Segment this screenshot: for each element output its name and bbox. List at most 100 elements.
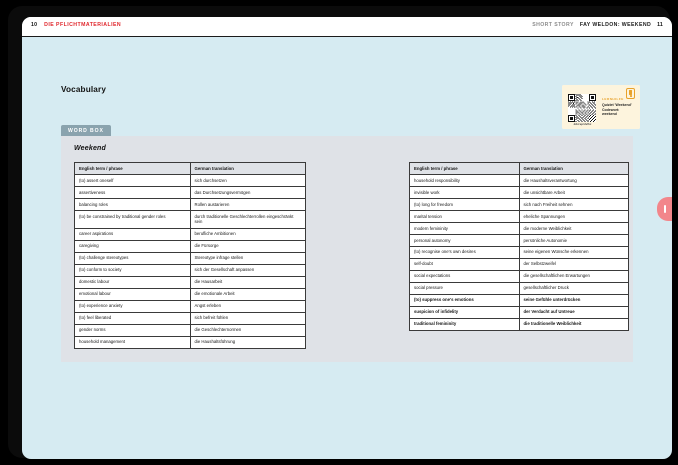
word-box-badge: WORD BOX [61, 125, 111, 138]
chapter-title-right: FAY WELDON: WEEKEND [579, 22, 652, 28]
cell-english-term: household responsibility [409, 173, 520, 187]
table-row: (to) experience anxiety Angst erleben [74, 299, 306, 313]
vocabulary-table-right: English term / phrase German translation… [409, 162, 629, 331]
page-frame: 10 DIE PFLICHTMATERIALIEN SHORT STORY FA… [8, 6, 672, 459]
cell-german-translation: die Hausarbeit [189, 275, 306, 289]
table-header-row: English term / phrase German translation [74, 162, 306, 175]
table-row: household management die Haushaltsführung [74, 335, 306, 349]
lernhilfe-label: LERNHILFE [602, 97, 624, 101]
cell-german-translation: die gesellschaftlichen Erwartungen [518, 269, 629, 283]
mobile-phone-icon [626, 87, 635, 99]
cell-english-term: self-doubt [409, 257, 520, 271]
table-row: assertiveness das Durchsetzungsvermögen [74, 185, 306, 199]
table-row: traditional femininity die traditionelle … [409, 317, 629, 331]
running-header-right: SHORT STORY FAY WELDON: WEEKEND 11 [532, 22, 663, 28]
cell-german-translation: persönliche Autonomie [518, 233, 629, 247]
cell-german-translation: die Geschlechternormen [189, 323, 306, 337]
cell-english-term: (to) conform to society [74, 263, 191, 277]
cell-english-term: (to) experience anxiety [74, 299, 191, 313]
table-row: household responsibility die Haushaltsver… [409, 173, 629, 187]
lernhilfe-line3: weekend [602, 112, 617, 117]
side-tab-grip-icon [664, 205, 666, 213]
table-row: (to) conform to society sich der Gesellsc… [74, 263, 306, 277]
folio-right: 11 [657, 22, 663, 28]
cell-english-term: household management [74, 335, 191, 349]
column-header-english: English term / phrase [74, 162, 191, 175]
table-row: career aspirations berufliche Ambitionen [74, 227, 306, 241]
table-row: social expectations die gesellschaftliche… [409, 269, 629, 283]
table-row: modern femininity die moderne Weiblichkei… [409, 221, 629, 235]
vocabulary-rows-right: household responsibility die Haushaltsver… [409, 173, 629, 331]
cell-german-translation: das Durchsetzungsvermögen [189, 185, 306, 199]
cell-german-translation: die emotionale Arbeit [189, 287, 306, 301]
qr-caption: ddvrep/dvfkz [573, 123, 592, 126]
cell-german-translation: die Haushaltsführung [189, 335, 306, 349]
cell-german-translation: durch traditionelle Geschlechterrollen e… [189, 209, 306, 229]
table-row: caregiving die Fürsorge [74, 239, 306, 253]
cell-english-term: (to) feel liberated [74, 311, 191, 325]
cell-english-term: social expectations [409, 269, 520, 283]
cell-german-translation: sich nach Freiheit sehnen [518, 197, 629, 211]
cell-german-translation: gesellschaftlicher Druck [518, 281, 629, 295]
cell-english-term: marital tension [409, 209, 520, 223]
cell-german-translation: die unsichtbare Arbeit [518, 185, 629, 199]
section-kicker: SHORT STORY [532, 22, 574, 28]
table-row: social pressure gesellschaftlicher Druck [409, 281, 629, 295]
table-header-row: English term / phrase German translation [409, 162, 629, 175]
lernhilfe-line1: Quizlet 'Weekend' [602, 102, 632, 107]
cell-english-term: (to) assert oneself [74, 173, 191, 187]
cell-english-term: career aspirations [74, 227, 191, 241]
table-row: (to) suppress one's emotions seine Gefühl… [409, 293, 629, 307]
cell-german-translation: sich durchsetzen [189, 173, 306, 187]
cell-german-translation: eheliche Spannungen [518, 209, 629, 223]
cell-english-term: traditional femininity [409, 317, 520, 331]
table-row: domestic labour die Hausarbeit [74, 275, 306, 289]
vocabulary-table-left: English term / phrase German translation… [74, 162, 306, 349]
table-row: (to) assert oneself sich durchsetzen [74, 173, 306, 187]
cell-german-translation: berufliche Ambitionen [189, 227, 306, 241]
cell-english-term: (to) be constrained by traditional gende… [74, 209, 191, 229]
cell-english-term: emotional labour [74, 287, 191, 301]
cell-english-term: invisible work [409, 185, 520, 199]
textbook-page: 10 DIE PFLICHTMATERIALIEN SHORT STORY FA… [22, 17, 672, 459]
table-row: invisible work die unsichtbare Arbeit [409, 185, 629, 199]
cell-english-term: modern femininity [409, 221, 520, 235]
word-box-heading: Weekend [74, 145, 107, 152]
cell-english-term: (to) long for freedom [409, 197, 520, 211]
cell-english-term: caregiving [74, 239, 191, 253]
cell-english-term: suspicion of infidelity [409, 305, 520, 319]
vocabulary-rows-left: (to) assert oneself sich durchsetzen asser… [74, 173, 306, 349]
page-side-tab[interactable] [657, 197, 672, 221]
cell-english-term: (to) recognise one's own desires [409, 245, 520, 259]
cell-english-term: personal autonomy [409, 233, 520, 247]
table-row: gender norms die Geschlechternormen [74, 323, 306, 337]
running-header-left: 10 DIE PFLICHTMATERIALIEN [31, 22, 121, 28]
cell-english-term: (to) suppress one's emotions [409, 293, 520, 307]
cell-german-translation: seine eigenen Wünsche erkennen [518, 245, 629, 259]
table-row: balancing roles Rollen austarieren [74, 197, 306, 211]
table-row: emotional labour die emotionale Arbeit [74, 287, 306, 301]
cell-german-translation: sich der Gesellschaft anpassen [189, 263, 306, 277]
lernhilfe-qr-card[interactable]: ddvrep/dvfkz LERNHILFE Quizlet 'Weekend'… [562, 85, 640, 129]
table-row: marital tension eheliche Spannungen [409, 209, 629, 223]
running-header: 10 DIE PFLICHTMATERIALIEN SHORT STORY FA… [22, 17, 672, 37]
cell-english-term: balancing roles [74, 197, 191, 211]
column-header-german: German translation [518, 162, 629, 175]
cell-english-term: (to) challenge stereotypes [74, 251, 191, 265]
cell-english-term: social pressure [409, 281, 520, 295]
cell-german-translation: sich befreit fühlen [189, 311, 306, 325]
cell-german-translation: die Haushaltsverantwortung [518, 173, 629, 187]
cell-english-term: domestic labour [74, 275, 191, 289]
cell-german-translation: die moderne Weiblichkeit [518, 221, 629, 235]
chapter-title-left: DIE PFLICHTMATERIALIEN [44, 22, 122, 28]
qr-code-image[interactable] [568, 94, 596, 122]
table-row: (to) feel liberated sich befreit fühlen [74, 311, 306, 325]
cell-german-translation: Rollen austarieren [189, 197, 306, 211]
cell-german-translation: die traditionelle Weiblichkeit [518, 317, 629, 331]
page-title: Vocabulary [61, 85, 107, 94]
cell-german-translation: die Fürsorge [189, 239, 306, 253]
table-row: suspicion of infidelity der Verdacht auf … [409, 305, 629, 319]
cell-english-term: assertiveness [74, 185, 191, 199]
cell-german-translation: Stereotype infrage stellen [189, 251, 306, 265]
